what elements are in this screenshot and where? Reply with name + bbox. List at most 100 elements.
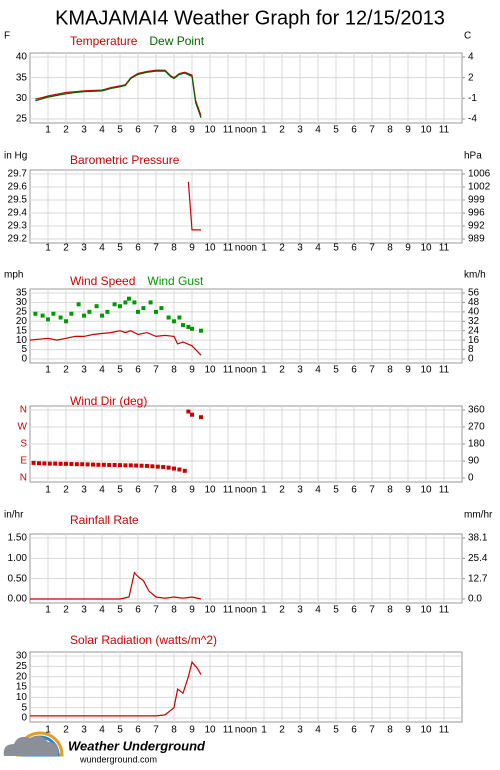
x-tick-label: 3 — [297, 605, 303, 616]
x-tick-label: noon — [235, 485, 257, 496]
y-tick-label: 1.50 — [8, 533, 28, 544]
x-tick-label: noon — [235, 243, 257, 254]
x-tick-label: 4 — [99, 605, 105, 616]
x-tick-label: 9 — [189, 125, 195, 136]
x-tick-label: 5 — [333, 125, 339, 136]
data-point — [166, 465, 171, 470]
data-point — [118, 304, 122, 309]
cloud — [3, 735, 59, 756]
x-tick-label: 9 — [405, 125, 411, 136]
x-tick-label: 3 — [81, 243, 87, 254]
x-tick-label: 10 — [204, 605, 216, 616]
data-point — [186, 409, 191, 414]
x-tick-label: 1 — [45, 365, 51, 376]
x-tick-label: 4 — [99, 125, 105, 136]
panel: 1 2 3 4 5 6 7 8 9 10 11 noon 1 2 3 4 5 6 7 8 9 10 110.000.501.… — [4, 510, 493, 616]
y2-tick-label: 999 — [468, 195, 485, 206]
panel: 1 2 3 4 5 6 7 8 9 10 11 noon 1 2 3 4 5 6 7 8 9 10 1129.229.329… — [4, 151, 491, 254]
brand: Weather Underground — [68, 738, 206, 753]
x-tick-label: 1 — [261, 725, 267, 736]
x-tick-label: 5 — [333, 365, 339, 376]
x-tick-label: 5 — [117, 485, 123, 496]
x-tick-label: 11 — [439, 725, 450, 736]
x-tick-label: 3 — [81, 365, 87, 376]
x-tick-label: 8 — [171, 605, 177, 616]
x-tick-label: 6 — [351, 485, 357, 496]
data-point — [64, 461, 68, 466]
y2-tick-label: 4 — [468, 52, 474, 63]
x-tick-label: 10 — [204, 725, 216, 736]
y-tick-label: 29.5 — [8, 195, 28, 206]
x-tick-label: 8 — [387, 605, 393, 616]
series-title: Temperature — [70, 34, 138, 48]
x-tick-label: 6 — [351, 725, 357, 736]
x-tick-label: 6 — [135, 725, 141, 736]
x-tick-label: 5 — [117, 365, 123, 376]
y-axis-label: in/hr — [4, 510, 24, 521]
x-tick-label: 3 — [81, 605, 87, 616]
x-tick-label: 9 — [405, 365, 411, 376]
x-tick-label: 7 — [369, 725, 375, 736]
x-tick-label: 11 — [223, 605, 234, 616]
data-point — [87, 309, 92, 314]
x-tick-label: 10 — [420, 725, 432, 736]
x-tick-label: 2 — [63, 725, 69, 736]
y2-tick-label: 90 — [468, 456, 480, 467]
data-line — [30, 571, 202, 600]
y2-tick-label: 2 — [468, 72, 474, 83]
x-tick-label: 6 — [135, 365, 141, 376]
y2-tick-label: 25.4 — [468, 553, 488, 564]
y-tick-label: 10 — [16, 335, 28, 346]
y-tick-label: 0 — [21, 713, 27, 724]
data-point — [186, 324, 191, 329]
x-tick-label: 7 — [153, 125, 159, 136]
x-tick-label: 10 — [204, 243, 216, 254]
y-tick-label: 15 — [16, 682, 28, 693]
data-point — [139, 463, 144, 468]
x-tick-label: 5 — [333, 485, 339, 496]
y2-tick-label: 56 — [468, 288, 480, 299]
x-tick-label: 6 — [351, 243, 357, 254]
y2-tick-label: 1006 — [468, 169, 491, 180]
x-tick-label: 3 — [81, 485, 87, 496]
x-tick-label: 1 — [45, 485, 51, 496]
x-tick-label: noon — [235, 125, 257, 136]
data-point — [199, 328, 203, 333]
y2-tick-label: 1002 — [468, 182, 491, 193]
data-point — [190, 326, 194, 331]
x-tick-label: 1 — [261, 125, 267, 136]
data-line — [35, 70, 202, 118]
data-line — [29, 330, 202, 356]
x-tick-label: 9 — [189, 243, 195, 254]
y-tick-label: 40 — [16, 52, 28, 63]
data-point — [31, 460, 36, 465]
data-point — [101, 462, 106, 467]
data-point — [58, 315, 63, 320]
y-tick-label: N — [20, 405, 27, 416]
data-point — [107, 462, 112, 467]
x-tick-label: 2 — [279, 125, 285, 136]
data-point — [136, 309, 140, 314]
x-tick-label: 8 — [387, 485, 393, 496]
x-tick-label: 11 — [223, 243, 234, 254]
data-point — [74, 462, 79, 467]
x-tick-label: 4 — [315, 125, 321, 136]
x-tick-label: 2 — [279, 605, 285, 616]
data-point — [132, 300, 137, 305]
y2-tick-label: 8 — [468, 344, 474, 355]
x-tick-label: 10 — [420, 605, 432, 616]
x-tick-label: 1 — [261, 605, 267, 616]
y2-tick-label: 180 — [468, 439, 485, 450]
y2-tick-label: 989 — [468, 234, 485, 245]
x-tick-label: 8 — [171, 125, 177, 136]
data-point — [148, 300, 153, 305]
x-tick-label: 1 — [261, 365, 267, 376]
y-tick-label: 29.3 — [8, 221, 28, 232]
x-tick-label: 10 — [204, 365, 216, 376]
y2-axis-label: mm/hr — [464, 510, 493, 521]
x-tick-label: 5 — [117, 243, 123, 254]
x-tick-label: 9 — [189, 605, 195, 616]
x-tick-label: 11 — [439, 485, 450, 496]
x-tick-label: 7 — [153, 725, 159, 736]
